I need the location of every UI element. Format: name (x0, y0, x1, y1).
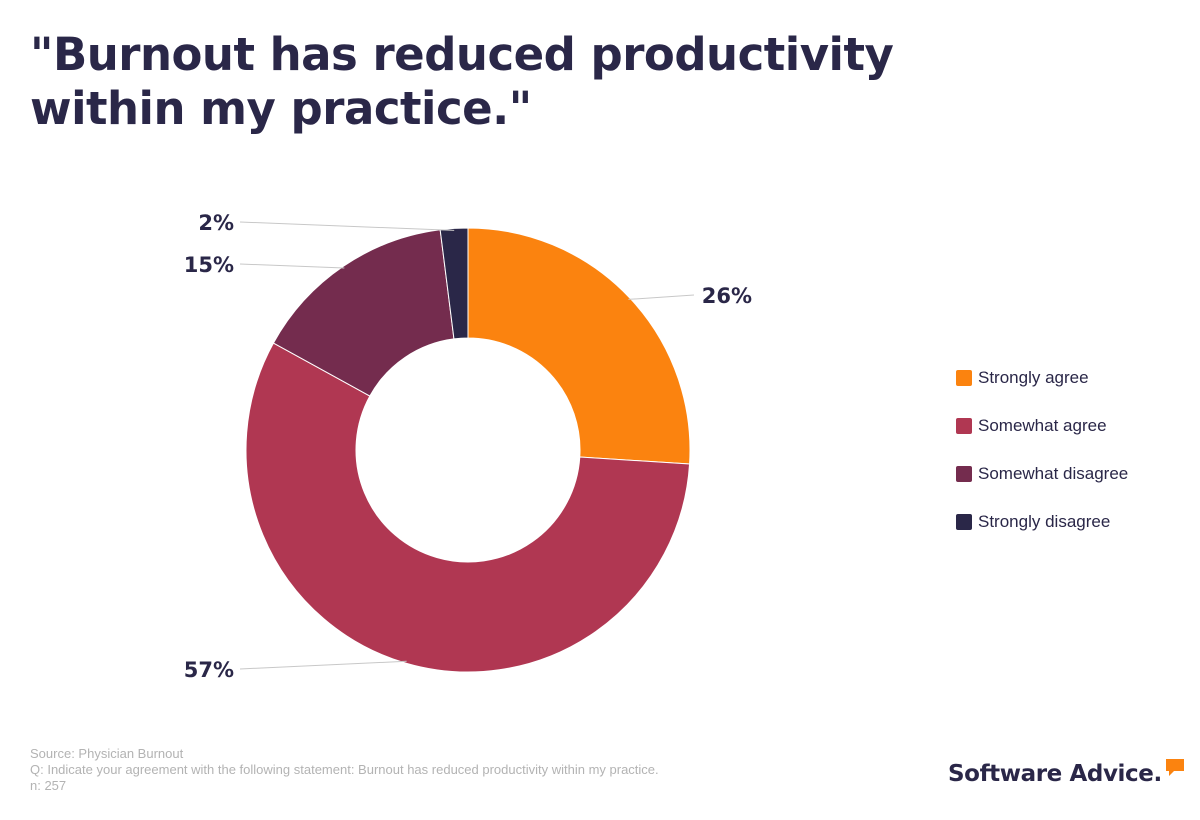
sample-size-note: n: 257 (30, 778, 67, 793)
legend-swatch (956, 418, 972, 434)
brand-name: Software Advice. (948, 761, 1162, 787)
question-note: Q: Indicate your agreement with the foll… (30, 762, 659, 777)
legend-swatch (956, 370, 972, 386)
value-label: 15% (184, 253, 234, 277)
legend-label: Somewhat agree (978, 416, 1107, 435)
value-label: 2% (198, 211, 234, 235)
leader-line (239, 221, 455, 231)
leader-line (239, 263, 345, 269)
value-labels: 26% 57% 15% 2% (184, 211, 752, 682)
legend-label: Strongly agree (978, 368, 1089, 387)
legend: Strongly agree Somewhat agree Somewhat dis… (956, 366, 1128, 558)
legend-item: Strongly disagree (956, 510, 1128, 534)
value-label: 57% (184, 658, 234, 682)
legend-swatch (956, 514, 972, 530)
chart-title: "Burnout has reduced productivity within… (30, 28, 894, 135)
legend-item: Somewhat agree (956, 414, 1128, 438)
legend-label: Strongly disagree (978, 512, 1111, 531)
value-label: 26% (702, 284, 752, 308)
slice-strongly-disagree (439, 227, 469, 340)
chart-footer: Source: Physician Burnout Q: Indicate yo… (30, 746, 659, 794)
legend-item: Somewhat disagree (956, 462, 1128, 486)
slices-layer (245, 227, 691, 673)
legend-item: Strongly agree (956, 366, 1128, 390)
slice-strongly-agree (467, 227, 691, 465)
brand-logo: Software Advice. (948, 756, 1186, 792)
leader-lines (239, 221, 695, 670)
source-note: Source: Physician Burnout (30, 746, 184, 761)
leader-line (239, 660, 407, 670)
slice-somewhat-agree (245, 342, 691, 673)
legend-label: Somewhat disagree (978, 464, 1129, 483)
legend-swatch (956, 466, 972, 482)
speech-bubble-icon (1165, 759, 1184, 776)
slice-somewhat-disagree (272, 229, 455, 397)
leader-line (628, 294, 695, 300)
